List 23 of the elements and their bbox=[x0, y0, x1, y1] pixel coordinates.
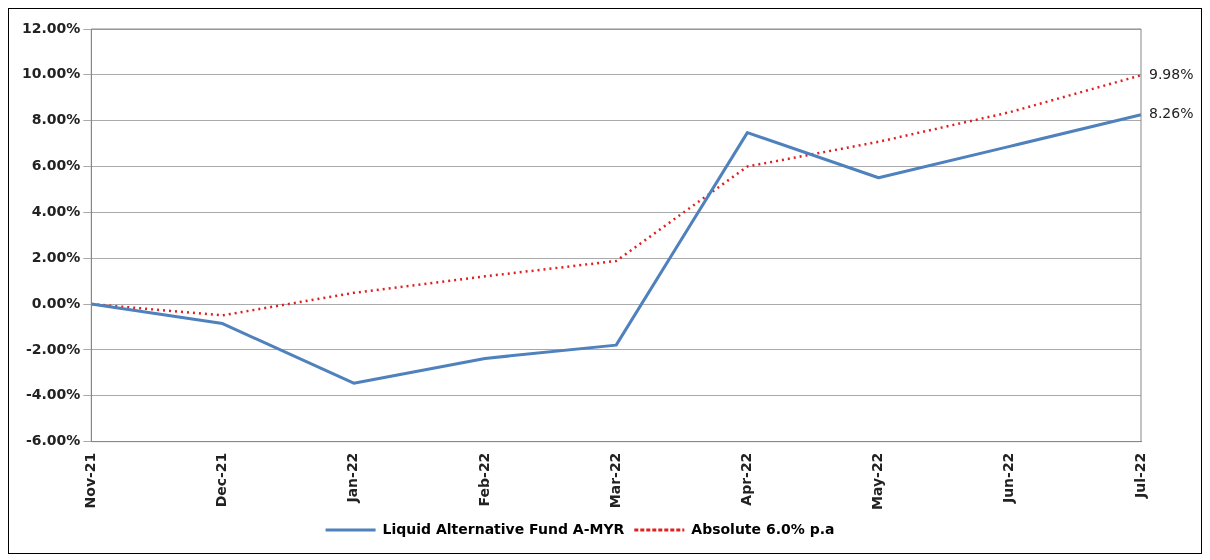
x-tick-label: Feb-22 bbox=[475, 452, 492, 507]
y-tick-label: -4.00% bbox=[25, 386, 81, 403]
y-tick-label: -6.00% bbox=[25, 432, 81, 449]
x-tick-label: Apr-22 bbox=[738, 452, 755, 506]
x-tick-label: Nov-21 bbox=[81, 452, 98, 509]
x-tick-label: Jul-22 bbox=[1131, 452, 1148, 499]
y-tick-label: -2.00% bbox=[25, 340, 81, 357]
legend-label: Liquid Alternative Fund A-MYR bbox=[382, 520, 625, 537]
y-tick-label: 8.00% bbox=[31, 111, 81, 128]
y-tick-label: 6.00% bbox=[31, 157, 81, 174]
y-tick-label: 2.00% bbox=[31, 248, 81, 265]
y-tick-label: 12.00% bbox=[22, 19, 81, 36]
y-tick-label: 10.00% bbox=[22, 65, 81, 82]
legend-label: Absolute 6.0% p.a bbox=[691, 520, 835, 537]
data-label: 8.26% bbox=[1149, 105, 1194, 122]
data-label: 9.98% bbox=[1149, 65, 1194, 82]
x-tick-label: May-22 bbox=[869, 452, 886, 511]
x-tick-label: Jun-22 bbox=[1000, 452, 1017, 505]
x-tick-label: Jan-22 bbox=[344, 452, 361, 504]
x-tick-label: Mar-22 bbox=[606, 452, 623, 509]
x-tick-label: Dec-21 bbox=[213, 452, 230, 508]
y-tick-label: 4.00% bbox=[31, 203, 81, 220]
y-tick-label: 0.00% bbox=[31, 294, 81, 311]
